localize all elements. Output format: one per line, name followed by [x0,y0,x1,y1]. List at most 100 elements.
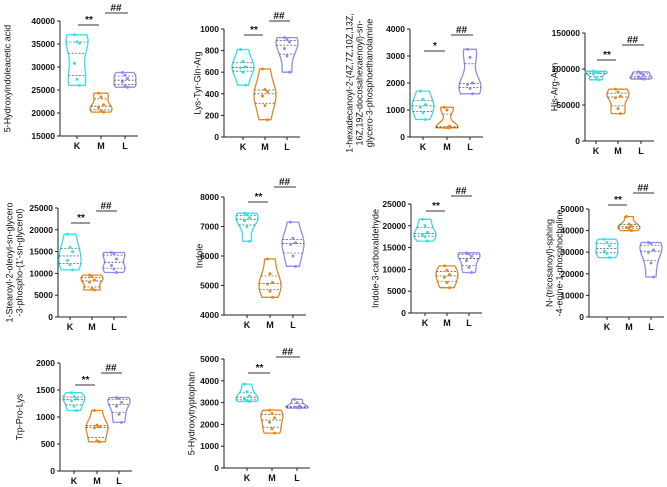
significance-label: ## [273,11,285,22]
data-point [647,240,650,244]
y-tick-label: 40000 [560,226,584,236]
y-tick-label: 20000 [31,108,55,118]
y-tick-label: 25000 [31,85,55,95]
data-point [117,412,121,416]
data-point [97,91,100,95]
data-point [614,87,617,91]
data-point [616,107,620,111]
violin-L [629,71,653,80]
data-point [90,287,94,291]
data-point [248,239,251,243]
y-tick-label: 2000 [386,78,405,88]
y-tick-label: 6000 [200,251,219,261]
data-point [268,272,272,276]
data-point [592,69,595,73]
data-point [421,97,425,101]
data-point [614,96,617,100]
data-point [630,224,633,228]
data-point [120,400,123,404]
panel-3: 0 1000 2000 3000 4000 1-hexadecanoyl-2-(4Z,7Z… [344,13,483,153]
data-point [243,211,246,215]
panel-4: 0 50000 100000 150000 His-Arg-Asn K M L ** ## [549,28,654,156]
data-point [248,394,251,398]
data-point [71,268,74,272]
data-point [448,273,451,277]
violin-L [107,396,131,424]
data-point [88,273,91,277]
data-point [445,268,449,272]
data-point [126,85,129,89]
significance-label: * [433,41,437,52]
y-tick-label: 7000 [200,222,219,232]
violin-M [617,215,641,232]
x-tick-label: L [290,320,296,330]
data-point [448,286,451,290]
data-point [248,400,251,404]
significance-label: ## [456,25,468,36]
data-point [70,399,73,403]
y-axis-label: -3-phospho-(1'-sn-glycerol) [14,209,24,317]
data-point [285,38,289,42]
data-point [468,55,472,59]
data-point [112,252,116,256]
data-point [72,394,76,398]
data-point [642,73,645,77]
data-point [98,425,101,429]
violin-L [457,252,481,274]
data-point [239,48,242,52]
violin-M [258,258,282,298]
y-tick-label: 5000 [34,290,53,300]
data-point [271,281,274,285]
data-point [115,257,118,261]
y-tick-label: 800 [205,46,219,56]
significance-label: ** [77,213,85,224]
data-point [245,213,249,217]
data-point [465,259,468,263]
data-point [630,229,633,233]
x-tick-label: L [648,322,654,332]
y-tick-label: 500 [41,439,55,449]
data-point [639,76,643,80]
x-tick-label: L [111,322,117,332]
data-point [110,250,113,254]
significance-label: ** [603,50,611,61]
data-point [268,408,271,412]
violin-L [102,251,126,274]
data-point [110,264,113,268]
data-point [78,83,81,87]
y-axis-label: glycero-3-phosphoethanolamine [364,19,374,148]
x-tick-label: L [638,146,644,156]
y-tick-label: 0 [48,312,53,322]
data-point [285,54,289,58]
data-point [637,75,640,79]
panel-5: 0 5000 10000 15000 20000 25000 1-Stearoyl-2-ol… [4,201,127,332]
data-point [123,73,127,77]
data-point [291,236,295,240]
data-point [647,250,650,254]
data-point [627,226,631,230]
y-axis-label: Indole-3-carboxaldehyde [370,209,380,308]
significance-label: ** [85,15,93,26]
y-tick-label: 10000 [29,268,53,278]
x-tick-label: M [97,141,105,151]
data-point [470,270,473,274]
data-point [90,275,94,279]
y-axis-label: Lys-Tyr-Gln-Arg [192,51,202,114]
panel-6: 4000 5000 6000 7000 8000 Indole K M L ** ## [194,177,306,330]
violin-L [113,71,137,88]
y-tick-label: 1000 [200,24,219,34]
x-tick-label: K [240,142,247,152]
x-tick-label: K [422,318,429,328]
violin-K [235,383,259,403]
data-point [467,252,471,256]
x-tick-label: M [625,322,633,332]
y-axis-label: -4-enine-1-phosphocholine [554,209,564,316]
x-tick-label: K [67,322,74,332]
data-point [273,431,276,435]
x-tick-label: K [71,476,78,486]
data-point [288,40,291,44]
data-point [126,77,129,80]
y-axis-label: 5-Hydroxytryptophan [186,372,196,456]
y-tick-label: 50000 [560,204,584,214]
